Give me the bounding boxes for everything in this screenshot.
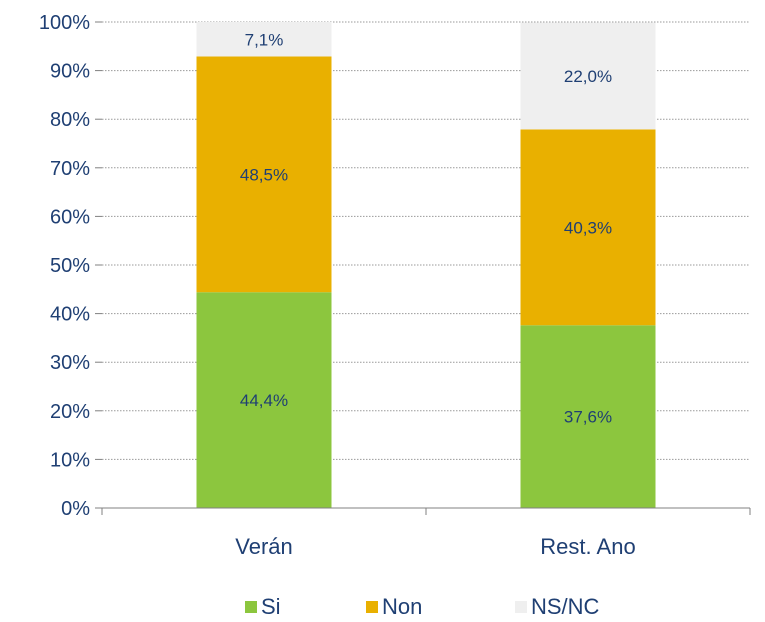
bar-segment xyxy=(520,325,656,508)
y-tick-label: 10% xyxy=(50,449,90,471)
data-label: 7,1% xyxy=(245,30,284,49)
data-label: 44,4% xyxy=(240,391,288,410)
bars: 44,4% 48,5% 7,1% 37,6% 40,3% 22,0% xyxy=(196,22,656,508)
y-tick-label: 90% xyxy=(50,61,90,83)
legend-swatch xyxy=(515,601,527,613)
data-label: 37,6% xyxy=(564,408,612,427)
legend-label: Si xyxy=(261,594,281,619)
data-label: 40,3% xyxy=(564,218,612,237)
y-tick-label: 20% xyxy=(50,401,90,423)
x-category-label: Rest. Ano xyxy=(540,534,635,559)
bar-segment xyxy=(196,56,332,293)
legend-swatch xyxy=(245,601,257,613)
y-tick-label: 100% xyxy=(39,12,90,34)
bar-segment xyxy=(520,22,656,130)
legend-label: Non xyxy=(382,594,422,619)
y-tick-label: 40% xyxy=(50,304,90,326)
x-axis xyxy=(101,507,751,515)
bar-segment xyxy=(196,22,332,57)
legend-swatch xyxy=(366,601,378,613)
data-label: 22,0% xyxy=(564,67,612,86)
y-tick-label: 70% xyxy=(50,158,90,180)
bar-segment xyxy=(196,292,332,508)
y-tick-label: 80% xyxy=(50,109,90,131)
y-axis-ticks: 0% 10% 20% 30% 40% 50% 60% 70% 80% 90% 100% xyxy=(39,12,102,520)
legend-label: NS/NC xyxy=(531,594,600,619)
y-tick-label: 60% xyxy=(50,206,90,228)
legend: Si Non NS/NC xyxy=(245,594,600,619)
y-tick-label: 30% xyxy=(50,352,90,374)
y-tick-label: 0% xyxy=(61,498,90,520)
x-axis-categories: Verán Rest. Ano xyxy=(235,534,635,559)
y-tick-label: 50% xyxy=(50,255,90,277)
data-label: 48,5% xyxy=(240,165,288,184)
x-category-label: Verán xyxy=(235,534,293,559)
bar-segment xyxy=(520,129,656,326)
